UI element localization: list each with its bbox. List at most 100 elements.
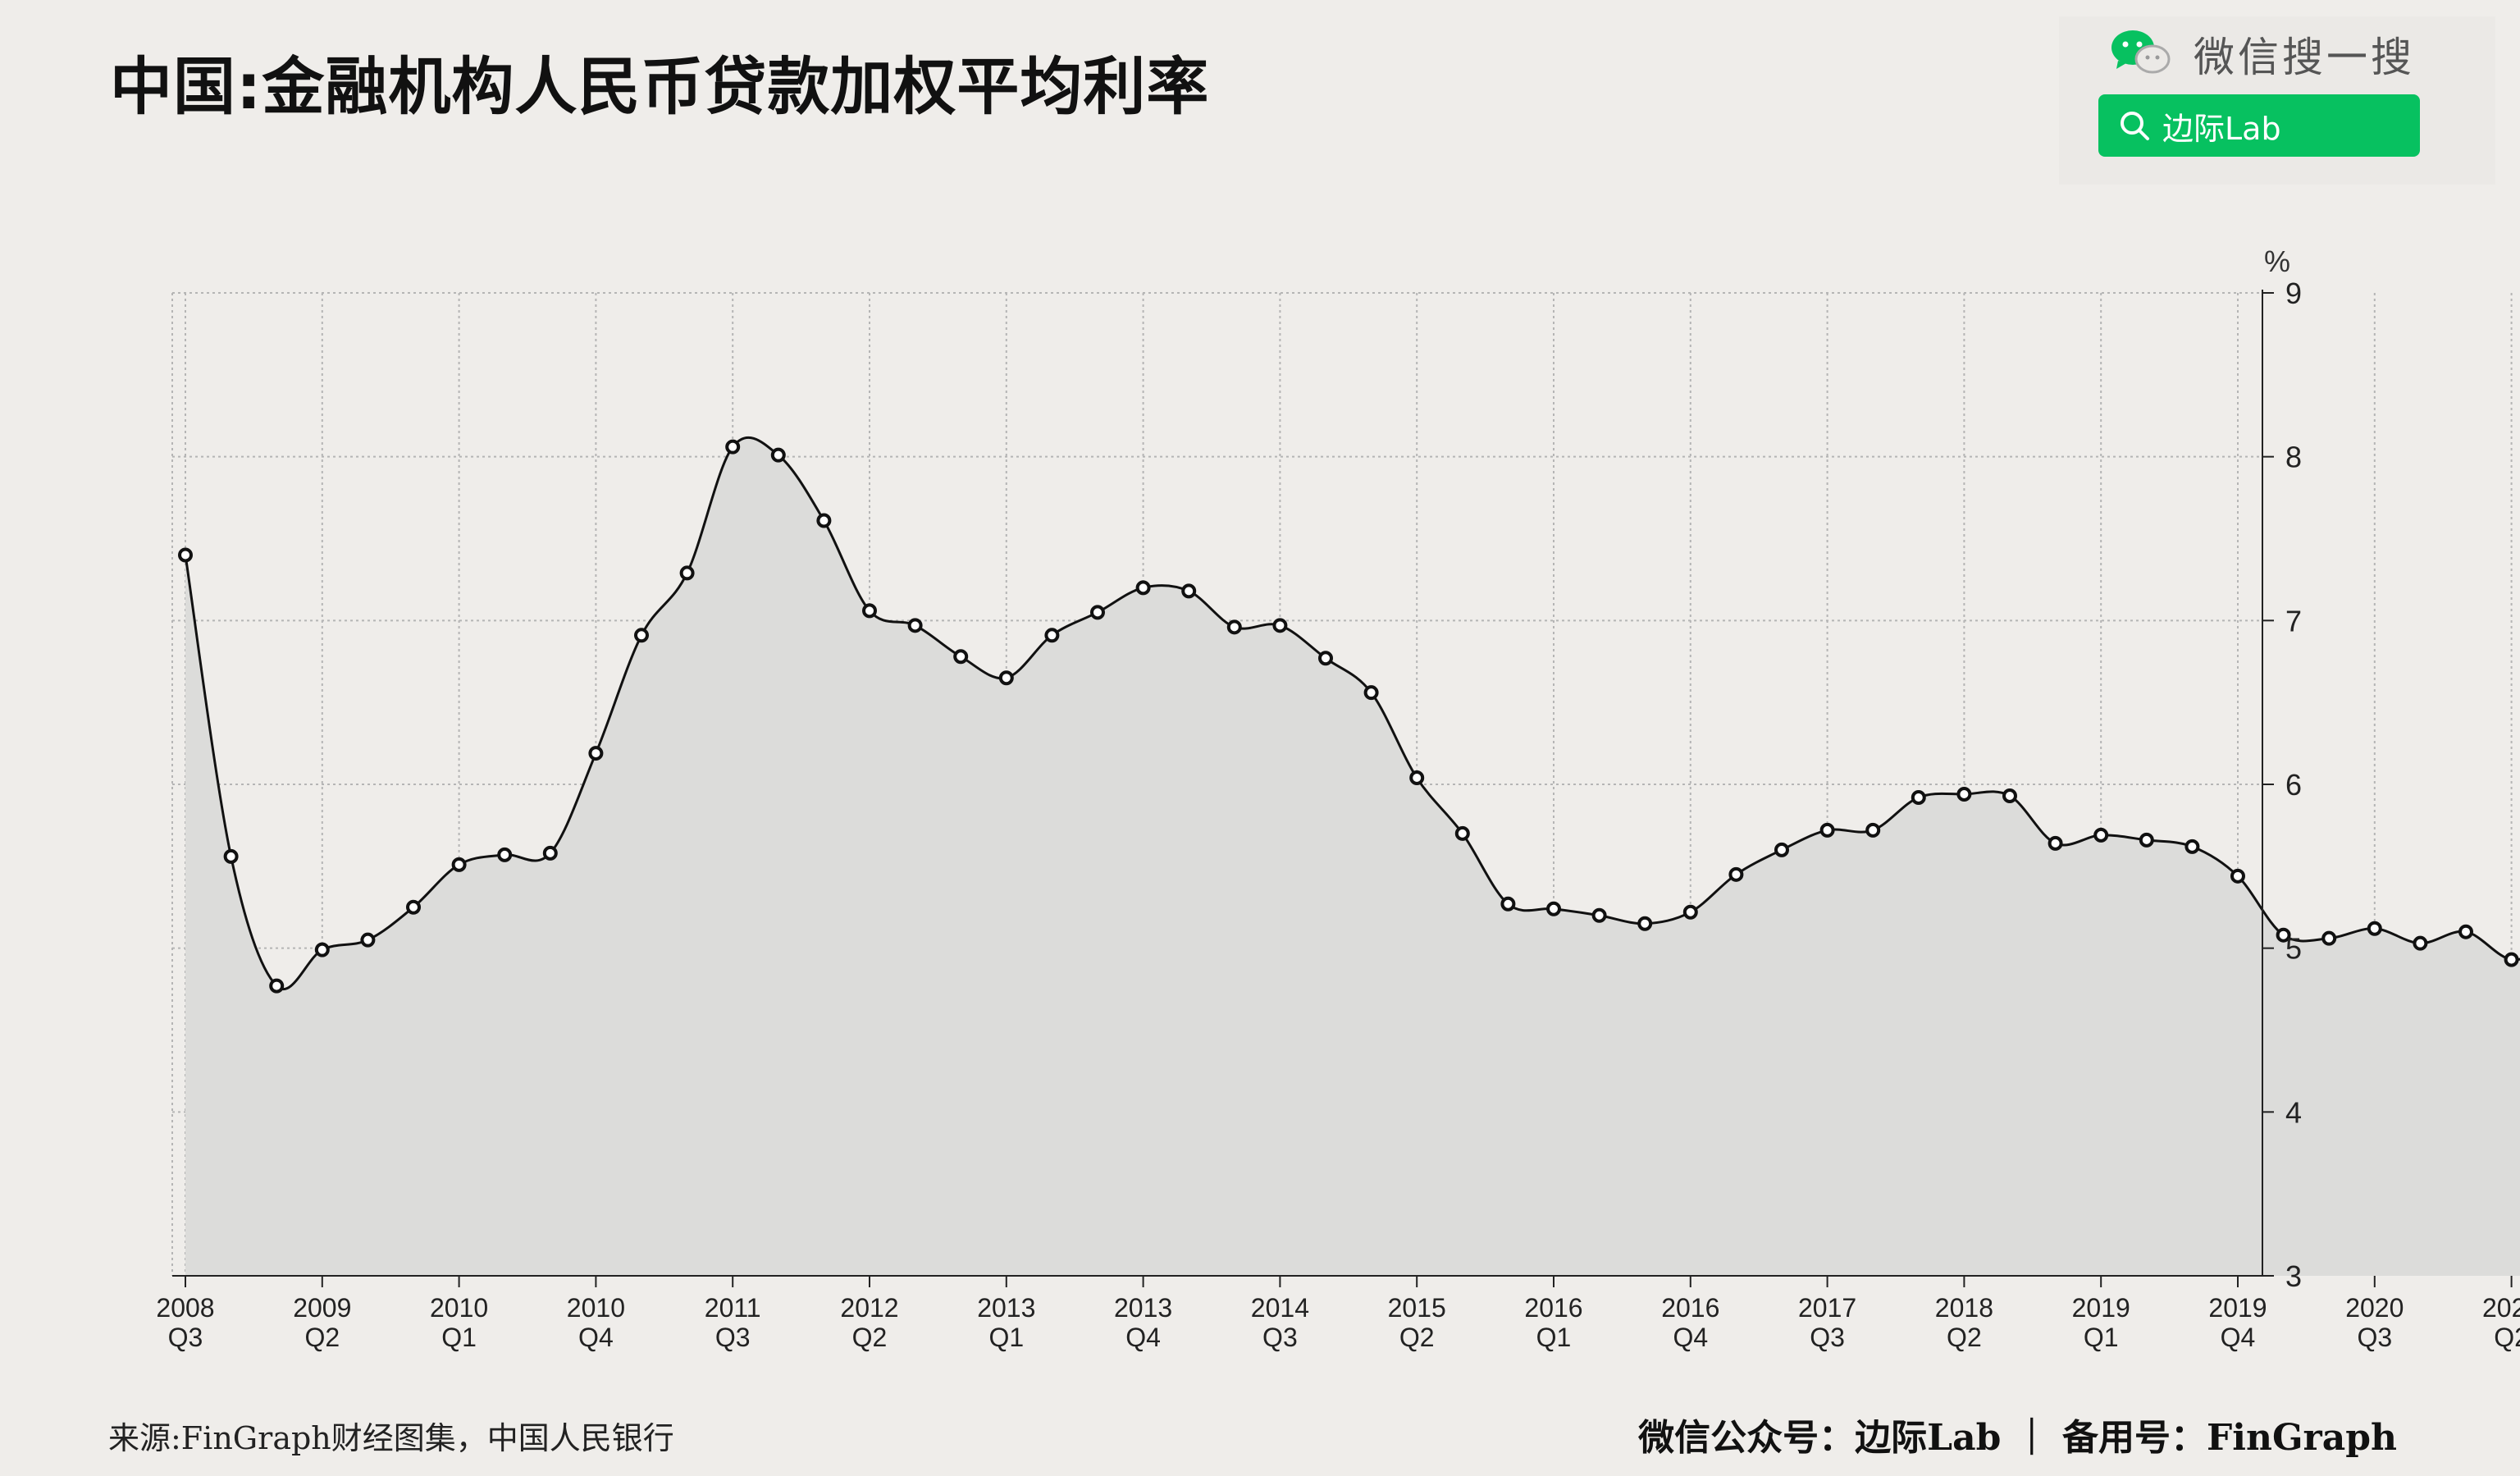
x-tick-label: 2019 [2208,1293,2267,1323]
data-point [679,565,695,581]
x-tick-label: 2009 [293,1293,351,1323]
chart-axes: 3456789%2008Q32009Q22010Q12010Q42011Q320… [156,244,2520,1352]
data-point [2184,839,2200,854]
data-point [816,513,832,528]
data-point [1318,651,1333,666]
wechat-icon [2108,28,2172,80]
x-tick-label: 2010 [567,1293,625,1323]
series-line [184,436,2520,990]
data-point [1911,789,1926,805]
wechat-header: 微信搜一搜 [2108,25,2415,84]
search-button-label: 边际Lab [2162,110,2281,147]
x-tick-label: Q3 [1262,1323,1298,1352]
data-point [1044,628,1060,643]
data-point [998,670,1014,686]
data-point [1500,896,1516,912]
x-tick-label: Q2 [2494,1323,2520,1352]
x-tick-label: 2020 [2345,1293,2404,1323]
data-point [2367,921,2382,936]
search-icon [2121,112,2149,140]
data-point [1774,842,1789,857]
x-tick-label: 2010 [430,1293,488,1323]
data-point [1454,825,1470,841]
x-tick-label: Q3 [715,1323,751,1352]
data-point [2413,935,2428,951]
data-point [1409,770,1425,786]
x-tick-label: 2018 [1935,1293,1993,1323]
data-point [2002,788,2017,803]
y-unit-label: % [2264,244,2290,278]
x-tick-label: Q3 [168,1323,203,1352]
data-point [770,447,786,463]
y-tick-label: 6 [2285,768,2302,802]
data-point [1272,618,1288,633]
data-point [634,628,649,643]
x-tick-label: 2011 [705,1293,761,1323]
x-tick-label: Q1 [2084,1323,2119,1352]
x-tick-label: 2008 [156,1293,214,1323]
data-point [406,899,421,915]
x-tick-label: 2017 [1798,1293,1856,1323]
x-tick-label: 2013 [1114,1293,1172,1323]
series-area [185,437,2520,1276]
data-point [725,439,741,455]
x-tick-label: Q4 [1673,1323,1708,1352]
x-tick-label: Q2 [1947,1323,1982,1352]
data-point [1819,822,1835,838]
data-point [2458,924,2473,939]
data-points [178,439,2519,994]
data-point [542,845,558,861]
x-tick-label: Q1 [441,1323,477,1352]
data-point [1181,583,1197,599]
data-point [1682,904,1698,920]
data-point [178,547,193,563]
y-tick-label: 4 [2285,1095,2302,1129]
data-point [2139,832,2154,848]
x-tick-label: Q3 [1810,1323,1845,1352]
data-point [2093,827,2109,843]
x-tick-label: Q4 [1125,1323,1161,1352]
x-tick-label: Q2 [1399,1323,1435,1352]
data-point [451,857,467,872]
data-point [2048,835,2063,851]
x-tick-label: Q2 [852,1323,888,1352]
x-tick-label: 2012 [840,1293,898,1323]
data-point [2230,868,2245,884]
x-tick-label: 2016 [1524,1293,1582,1323]
x-tick-label: Q4 [2221,1323,2256,1352]
data-point [2504,952,2519,967]
search-button[interactable]: 边际Lab [2098,94,2420,157]
x-tick-label: 2016 [1661,1293,1719,1323]
x-tick-label: Q3 [2357,1323,2392,1352]
x-tick-label: Q4 [578,1323,614,1352]
data-point [314,942,330,957]
data-point [2321,930,2337,946]
wechat-search-widget: 微信搜一搜 边际Lab [2059,16,2495,185]
data-point [2276,927,2291,943]
y-tick-label: 7 [2285,604,2302,637]
source-note: 来源:FinGraph财经图集，中国人民银行 [108,1420,674,1456]
data-point [907,618,923,633]
y-tick-label: 9 [2285,276,2302,310]
data-point [1591,907,1607,923]
y-tick-label: 8 [2285,441,2302,474]
x-tick-label: 2015 [1388,1293,1446,1323]
data-point [1956,786,1972,802]
data-point [223,848,239,864]
data-point [360,932,376,948]
x-tick-label: 2013 [977,1293,1035,1323]
data-point [1865,822,1881,838]
data-point [269,978,285,994]
data-point [588,746,604,761]
data-point [953,649,969,665]
data-point [1637,916,1653,931]
account-note: 微信公众号：边际Lab ｜ 备用号：FinGraph [1638,1417,2397,1459]
x-tick-label: 2021 [2482,1293,2520,1323]
data-point [1090,605,1105,620]
wechat-search-label: 微信搜一搜 [2194,34,2415,81]
data-point [1135,580,1151,596]
data-point [862,603,877,619]
data-point [1226,619,1242,635]
x-tick-label: Q1 [1536,1323,1572,1352]
